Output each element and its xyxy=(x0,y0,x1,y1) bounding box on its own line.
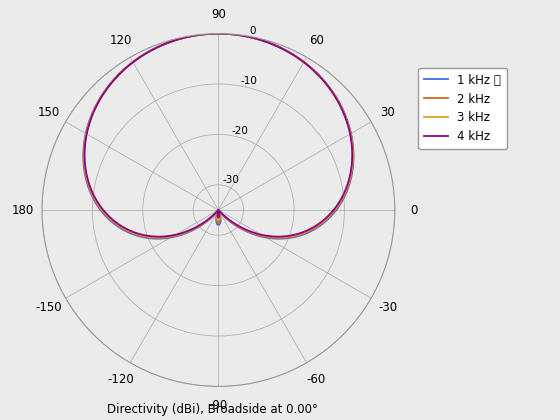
2 kHz xyxy=(254,37,261,42)
1 kHz Ⓐ xyxy=(333,207,339,213)
1 kHz Ⓐ xyxy=(333,207,339,213)
3 kHz xyxy=(192,226,198,231)
3 kHz xyxy=(254,37,261,42)
4 kHz xyxy=(183,35,189,40)
2 kHz xyxy=(332,207,339,213)
3 kHz xyxy=(248,230,255,235)
Text: Directivity (dBi), Broadside at 0.00°: Directivity (dBi), Broadside at 0.00° xyxy=(108,403,318,416)
1 kHz Ⓐ xyxy=(215,31,222,36)
4 kHz xyxy=(215,207,222,213)
4 kHz xyxy=(330,207,337,213)
2 kHz xyxy=(215,31,222,36)
2 kHz xyxy=(250,231,256,236)
Line: 4 kHz: 4 kHz xyxy=(85,34,352,236)
3 kHz xyxy=(331,208,338,213)
3 kHz xyxy=(215,207,222,213)
1 kHz Ⓐ xyxy=(203,220,209,225)
1 kHz Ⓐ xyxy=(251,232,258,237)
4 kHz xyxy=(208,215,214,220)
1 kHz Ⓐ xyxy=(333,208,339,213)
Legend: 1 kHz Ⓐ, 2 kHz, 3 kHz, 4 kHz: 1 kHz Ⓐ, 2 kHz, 3 kHz, 4 kHz xyxy=(418,68,507,149)
2 kHz xyxy=(332,208,338,213)
2 kHz xyxy=(204,218,211,223)
Line: 2 kHz: 2 kHz xyxy=(83,34,353,238)
4 kHz xyxy=(246,229,253,234)
1 kHz Ⓐ xyxy=(254,37,261,42)
2 kHz xyxy=(332,207,339,213)
4 kHz xyxy=(193,224,200,229)
2 kHz xyxy=(183,35,189,40)
2 kHz xyxy=(190,227,197,232)
Line: 3 kHz: 3 kHz xyxy=(84,34,353,237)
1 kHz Ⓐ xyxy=(215,207,222,213)
3 kHz xyxy=(183,35,189,40)
4 kHz xyxy=(215,31,222,36)
4 kHz xyxy=(330,207,337,213)
3 kHz xyxy=(331,207,338,213)
1 kHz Ⓐ xyxy=(188,228,195,234)
4 kHz xyxy=(254,37,261,42)
3 kHz xyxy=(331,207,338,213)
3 kHz xyxy=(215,31,222,36)
1 kHz Ⓐ xyxy=(183,35,189,40)
Line: 1 kHz Ⓐ: 1 kHz Ⓐ xyxy=(83,34,353,239)
2 kHz xyxy=(215,207,222,213)
4 kHz xyxy=(330,208,337,213)
3 kHz xyxy=(206,216,213,221)
